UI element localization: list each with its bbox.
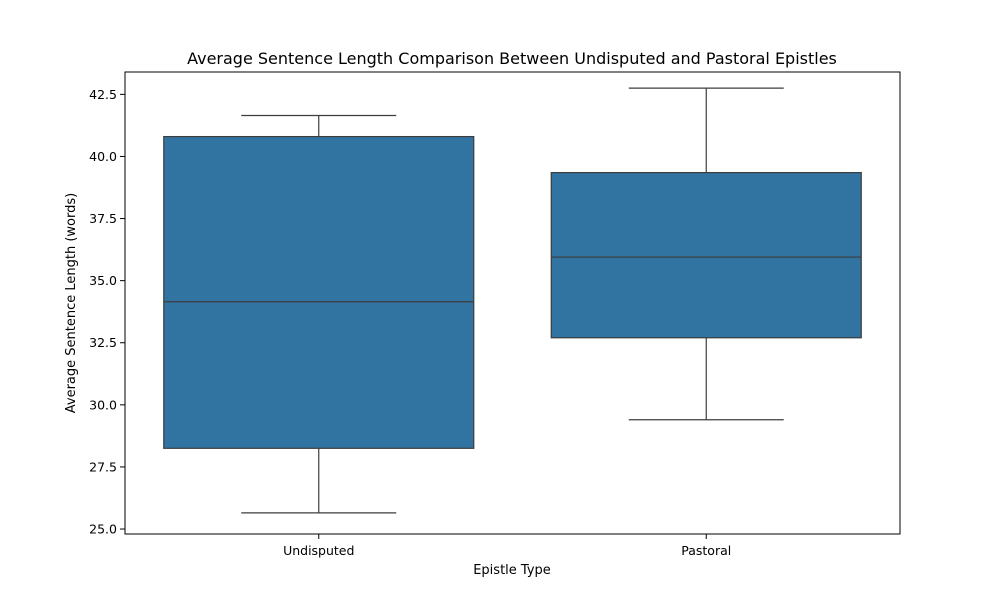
x-axis-label: Epistle Type <box>473 563 551 578</box>
x-tick-label: Undisputed <box>283 543 354 558</box>
chart-title: Average Sentence Length Comparison Betwe… <box>187 49 837 68</box>
pastoral-box <box>550 171 862 339</box>
y-tick-label: 40.0 <box>89 149 117 164</box>
y-axis-label: Average Sentence Length (words) <box>64 193 79 413</box>
y-tick-label: 30.0 <box>89 397 117 412</box>
plot-frame <box>124 71 901 535</box>
y-tick-label: 32.5 <box>89 335 117 350</box>
y-tick-label: 27.5 <box>89 459 117 474</box>
x-tick-label: Pastoral <box>681 543 731 558</box>
y-tick-label: 35.0 <box>89 273 117 288</box>
y-tick-label: 42.5 <box>89 87 117 102</box>
y-tick-label: 37.5 <box>89 211 117 226</box>
undisputed-box <box>163 135 475 449</box>
y-tick-label: 25.0 <box>89 522 117 537</box>
plot-area: 25.0 27.5 30.0 32.5 35.0 37.5 40.0 42.5 Undisput… <box>89 87 862 558</box>
